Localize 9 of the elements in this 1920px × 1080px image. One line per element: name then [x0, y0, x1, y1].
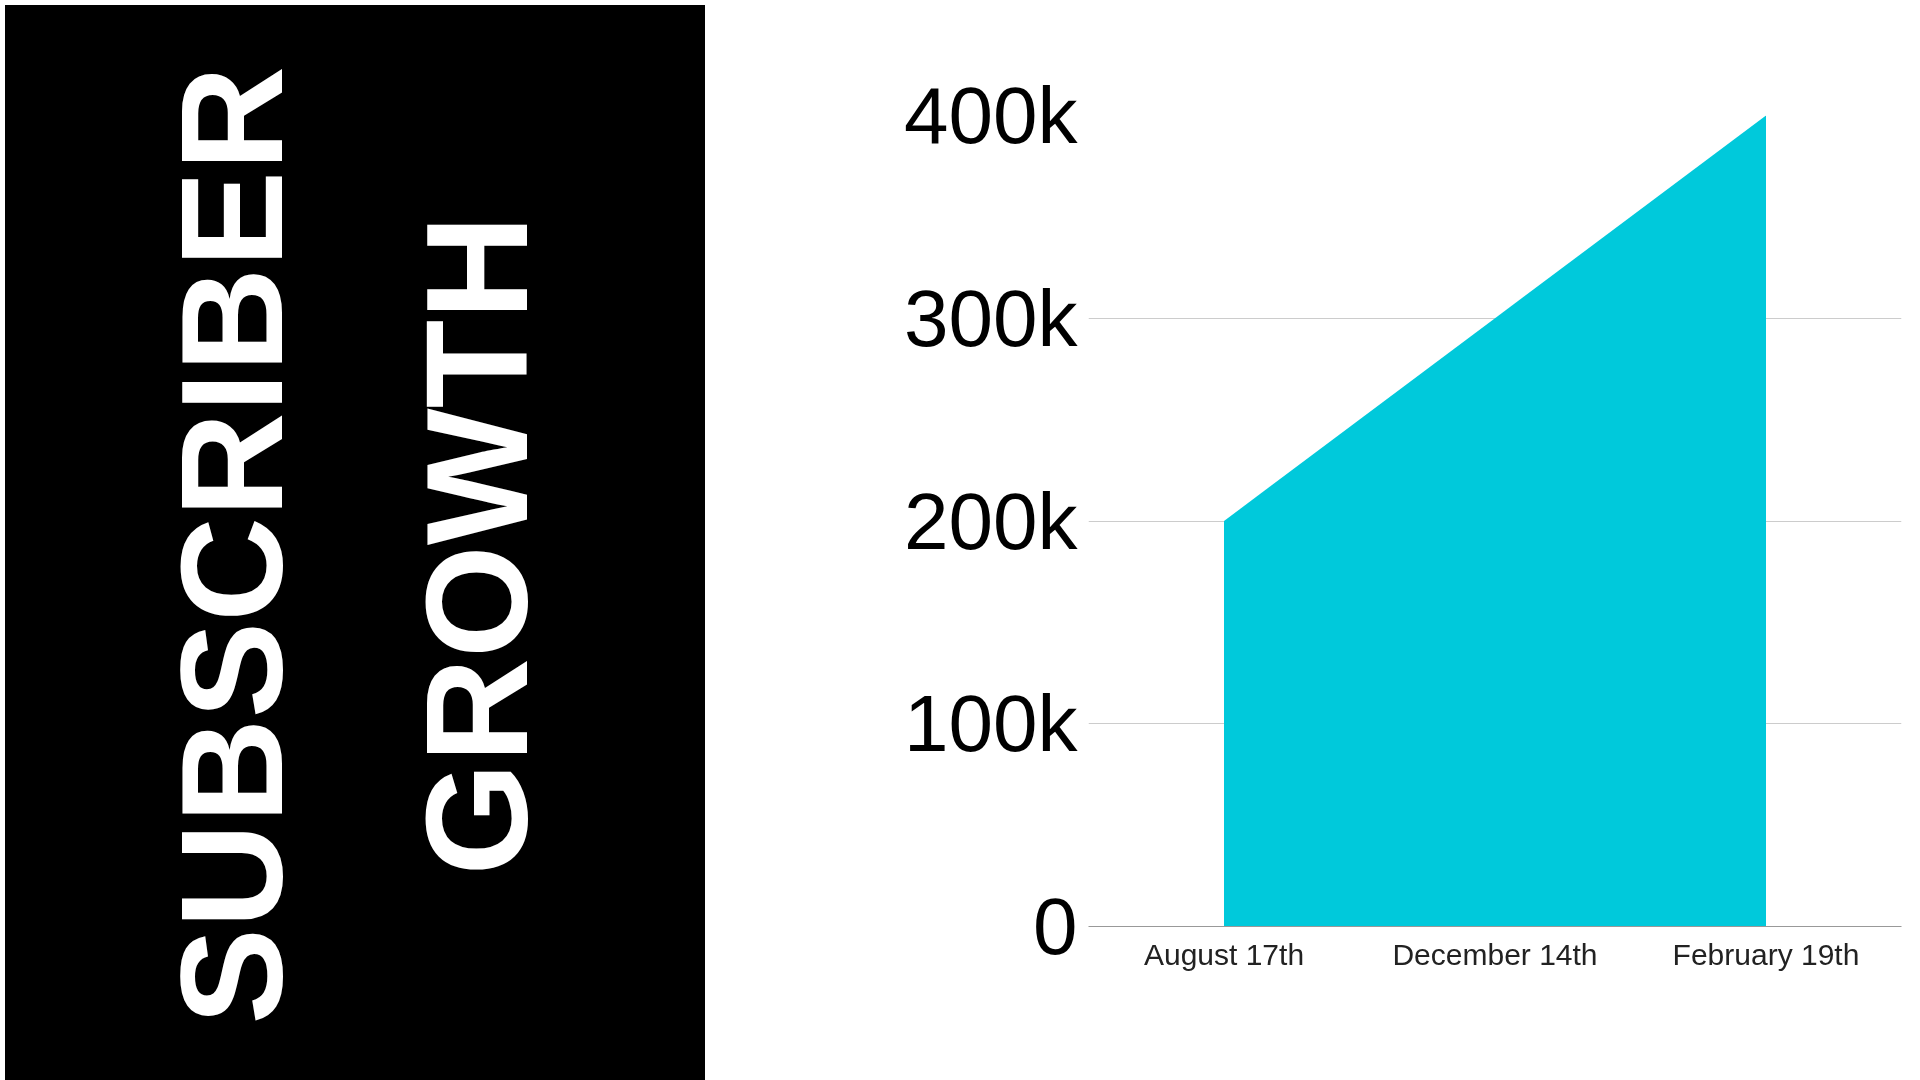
y-tick-label: 300k [904, 273, 1079, 363]
x-tick-label: August 17th [1143, 937, 1305, 971]
x-tick-label: December 14th [1392, 937, 1598, 971]
text: SUBSCRIBER GROWTH [151, 65, 558, 1025]
x-tick-label: February 19th [1672, 937, 1860, 971]
y-tick-label: 200k [904, 476, 1079, 566]
y-tick-label: 0 [1033, 882, 1078, 971]
y-tick-label: 100k [904, 679, 1079, 769]
y-tick-label: 400k [904, 71, 1079, 160]
